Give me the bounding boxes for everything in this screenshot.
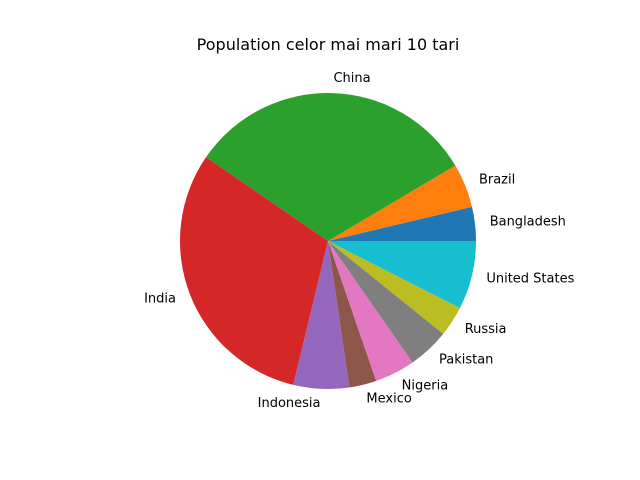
chart-title: Population celor mai mari 10 tari	[197, 35, 460, 54]
pie-label-china: China	[333, 71, 370, 86]
pie-slice-bangladesh	[328, 206, 476, 241]
pie-label-indonesia: Indonesia	[258, 396, 321, 411]
pie-slice-russia	[328, 241, 460, 334]
pie-labels: Bangladesh Brazil China India Indonesia Mexic…	[144, 71, 575, 411]
pie-slices	[179, 92, 476, 390]
pie-slice-pakistan	[328, 241, 444, 363]
pie-label-russia: Russia	[465, 322, 507, 337]
pie-slice-united-states	[328, 241, 476, 309]
pie-label-nigeria: Nigeria	[402, 379, 449, 394]
pie-slice-india	[179, 157, 328, 385]
pie-label-india: India	[144, 292, 176, 307]
pie-label-mexico: Mexico	[366, 392, 411, 407]
pie-slice-china	[206, 92, 456, 241]
pie-slice-indonesia	[293, 241, 350, 390]
pie-slice-mexico	[328, 241, 377, 388]
pie-slice-brazil	[328, 165, 473, 241]
pie-label-bangladesh: Bangladesh	[490, 215, 566, 230]
pie-label-brazil: Brazil	[479, 173, 515, 188]
pie-label-united-states: United States	[486, 271, 574, 286]
pie-slice-nigeria	[328, 241, 413, 381]
pie-label-pakistan: Pakistan	[439, 353, 493, 368]
